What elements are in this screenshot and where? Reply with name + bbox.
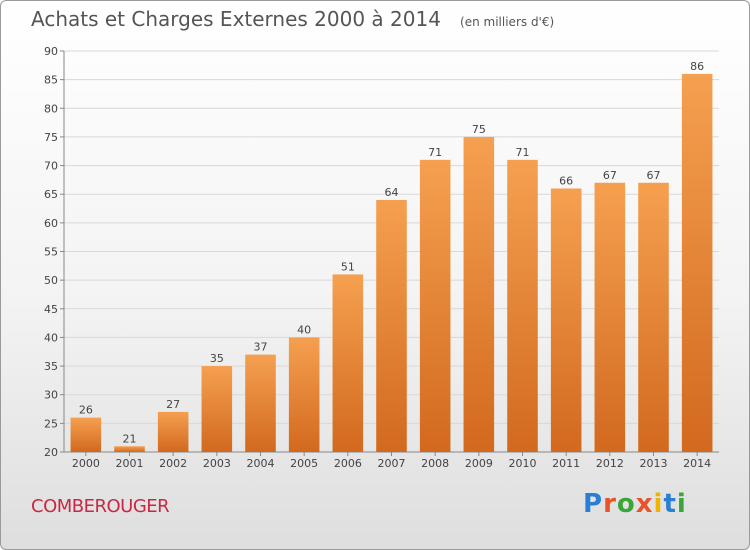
bar [70, 417, 102, 452]
bars [70, 73, 713, 453]
data-label: 27 [166, 398, 180, 411]
x-tick-label: 2010 [509, 457, 537, 470]
bar [376, 199, 407, 452]
y-tick-label: 45 [44, 303, 58, 316]
y-tick-label: 20 [44, 446, 58, 459]
brand-letter: t [663, 489, 677, 519]
y-tick-label: 25 [44, 417, 58, 430]
bar [681, 73, 713, 453]
x-tick-label: 2009 [465, 457, 493, 470]
x-tick-label: 2012 [596, 457, 624, 470]
brand-letter: r [603, 489, 617, 519]
data-label: 66 [559, 174, 573, 187]
bar [419, 159, 451, 453]
data-label: 75 [472, 123, 486, 136]
data-label: 26 [79, 404, 93, 417]
x-tick-label: 2005 [290, 457, 318, 470]
data-label: 35 [210, 352, 224, 365]
bar [550, 188, 582, 452]
data-label: 64 [385, 186, 399, 199]
bar [507, 159, 538, 453]
y-tick-label: 40 [44, 331, 58, 344]
data-label: 67 [603, 169, 617, 182]
bar [157, 411, 189, 452]
brand-letter: i [676, 489, 687, 519]
x-tick-label: 2004 [247, 457, 275, 470]
x-tick-label: 2007 [378, 457, 406, 470]
brand-letter: i [653, 489, 664, 519]
bar [245, 354, 276, 452]
y-tick-label: 60 [44, 217, 58, 230]
city-name: COMBEROUGER [31, 496, 170, 517]
bar [114, 446, 145, 452]
data-label: 21 [123, 432, 137, 445]
y-tick-label: 35 [44, 360, 58, 373]
x-tick-label: 2000 [72, 457, 100, 470]
bar [288, 337, 320, 452]
y-tick-label: 65 [44, 188, 58, 201]
data-label: 51 [341, 260, 355, 273]
x-tick-label: 2008 [421, 457, 449, 470]
y-tick-label: 85 [44, 74, 58, 87]
y-tick-label: 90 [44, 45, 58, 58]
x-tick-label: 2011 [552, 457, 580, 470]
x-tick-label: 2013 [640, 457, 668, 470]
data-label: 71 [516, 146, 530, 159]
bar [594, 182, 626, 452]
y-tick-label: 75 [44, 131, 58, 144]
title-row: Achats et Charges Externes 2000 à 2014 (… [31, 7, 554, 31]
brand-letter: P [583, 489, 604, 519]
x-tick-label: 2001 [116, 457, 144, 470]
data-label: 71 [428, 146, 442, 159]
bar [332, 274, 364, 452]
bar [638, 182, 669, 452]
data-label: 67 [647, 169, 661, 182]
brand-letter: x [635, 489, 654, 519]
data-label: 37 [254, 341, 268, 354]
y-tick-label: 30 [44, 389, 58, 402]
x-tick-label: 2014 [683, 457, 711, 470]
data-label: 40 [297, 323, 311, 336]
labels: 20 25 30 35 40 45 50 55 60 65 70 75 80 85 90 26 2000 21 20… [44, 45, 711, 470]
data-label: 86 [690, 60, 704, 73]
y-tick-label: 70 [44, 160, 58, 173]
chart-title: Achats et Charges Externes 2000 à 2014 [31, 7, 441, 31]
bar [201, 366, 233, 452]
bar [463, 136, 495, 452]
chart-subtitle: (en milliers d'€) [460, 15, 555, 29]
brand-logo: Proxiti [583, 489, 687, 519]
x-tick-label: 2003 [203, 457, 231, 470]
x-tick-label: 2006 [334, 457, 362, 470]
y-tick-label: 50 [44, 274, 58, 287]
x-tick-label: 2002 [159, 457, 187, 470]
brand-letter: o [616, 489, 636, 519]
y-tick-label: 80 [44, 102, 58, 115]
y-tick-label: 55 [44, 246, 58, 259]
